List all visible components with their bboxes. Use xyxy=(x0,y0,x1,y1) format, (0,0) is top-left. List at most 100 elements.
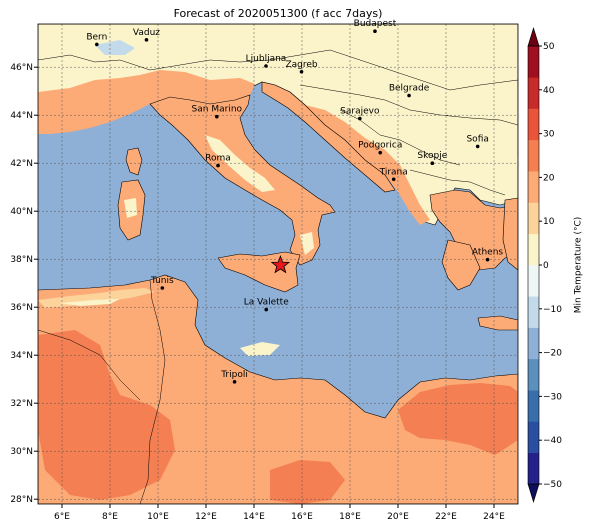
city-dot xyxy=(391,177,396,182)
city-dot xyxy=(475,144,480,149)
city-label: Podgorica xyxy=(358,141,402,151)
peloponnese-land xyxy=(441,239,481,291)
city-dot xyxy=(373,29,377,33)
lon-tick-label: 14°E xyxy=(243,512,265,522)
city-label: Tirana xyxy=(379,167,408,177)
colorbar-tick-label: 30 xyxy=(543,130,555,140)
city-dot xyxy=(378,150,383,155)
greece-warm-region xyxy=(429,189,518,271)
calabria-cool-patch xyxy=(300,232,314,255)
lat-tick-label: 40°N xyxy=(10,207,33,217)
colorbar-tick-label: 0 xyxy=(543,261,549,271)
city-dot xyxy=(232,380,237,384)
colorbar-segment xyxy=(528,327,539,360)
corsica-land xyxy=(125,147,143,176)
city-dot xyxy=(264,307,269,312)
colorbar-tick-label: −50 xyxy=(543,480,562,490)
city-dot xyxy=(407,93,411,98)
city-label: Tunis xyxy=(150,276,174,286)
sardinia-cool-patch xyxy=(124,198,137,218)
city-dot xyxy=(215,114,219,119)
colorbar-tick-label: −20 xyxy=(543,349,562,359)
colorbar: −50 −40 −30 −20 −10 0 10 20 30 40 50 xyxy=(527,26,562,504)
lon-tick-label: 16°E xyxy=(291,512,313,522)
city-dot xyxy=(144,38,149,42)
city-label: Sofia xyxy=(466,134,488,144)
lat-tick-label: 34°N xyxy=(10,351,33,361)
colorbar-segment xyxy=(528,452,539,485)
city-label: Vaduz xyxy=(133,28,160,38)
city-label: Zagreb xyxy=(285,60,317,70)
colorbar-segment xyxy=(528,171,539,203)
map-grid xyxy=(38,24,518,504)
city-dot xyxy=(160,286,165,290)
apennine-cool-patch xyxy=(205,135,275,192)
colorbar-segment xyxy=(528,421,539,454)
crete-land xyxy=(477,315,518,331)
lon-tick-label: 6°E xyxy=(54,512,70,522)
lon-tick-label: 12°E xyxy=(195,512,217,522)
colorbar-tick-label: −30 xyxy=(543,392,562,402)
lat-tick-label: 38°N xyxy=(10,255,33,265)
city-dot xyxy=(430,161,435,165)
colorbar-segment xyxy=(528,139,539,172)
colorbar-segment xyxy=(528,46,539,78)
africa-warm-region xyxy=(38,330,175,500)
city-label: Roma xyxy=(205,154,231,164)
colorbar-segment xyxy=(528,233,539,266)
colorbar-tick-label: 10 xyxy=(543,217,555,227)
lon-tick-label: 20°E xyxy=(387,512,409,522)
colorbar-tick-label: 20 xyxy=(543,173,555,183)
colorbar-segment xyxy=(528,77,539,109)
colorbar-tick-label: 50 xyxy=(543,42,555,52)
colorbar-tick-label: −10 xyxy=(543,305,562,315)
italy-land xyxy=(149,94,336,266)
bulgaria-cool-patch xyxy=(460,135,518,165)
po-valley-warm-band xyxy=(38,70,255,134)
city-dot xyxy=(299,69,304,74)
city-dot xyxy=(216,163,220,168)
colorbar-segment xyxy=(528,390,539,422)
city-dot xyxy=(485,257,490,262)
lon-tick-label: 24°E xyxy=(483,512,505,522)
adriatic-coast-land xyxy=(261,81,396,193)
city-dot xyxy=(264,64,268,68)
city-label: Athens xyxy=(472,248,503,258)
colorbar-extend-min xyxy=(527,483,540,504)
tunisian-coast-patch xyxy=(240,342,280,356)
lon-tick-label: 10°E xyxy=(147,512,169,522)
sahara-warm-patch xyxy=(270,460,345,504)
city-label: Belgrade xyxy=(389,84,430,94)
lat-tick-label: 42°N xyxy=(10,159,33,169)
colorbar-tick-label: −40 xyxy=(543,436,562,446)
city-label: Skopje xyxy=(417,151,447,161)
city-dot xyxy=(358,116,362,121)
atlas-cool-patch xyxy=(60,299,120,306)
city-label: Sarajevo xyxy=(340,107,380,117)
map-title: Forecast of 2020051300 (f acc 7days) xyxy=(173,7,383,20)
colorbar-segment xyxy=(528,202,539,235)
lon-tick-label: 18°E xyxy=(339,512,361,522)
star-marker xyxy=(270,255,291,274)
latitude-axis: 28°N 30°N 32°N 34°N 36°N 38°N 40°N 42°N 44°N 46°N xyxy=(10,63,38,505)
city-label: Bern xyxy=(86,32,107,42)
city-label: Budapest xyxy=(354,19,397,29)
city-dot xyxy=(95,42,99,47)
city-label: San Marino xyxy=(192,105,243,115)
map-frame xyxy=(37,23,519,505)
lat-tick-label: 32°N xyxy=(10,399,33,409)
libya-warm-region xyxy=(398,383,518,455)
lon-tick-label: 8°E xyxy=(102,512,118,522)
lon-tick-label: 22°E xyxy=(435,512,457,522)
colorbar-segment xyxy=(528,108,539,141)
city-label: Tripoli xyxy=(220,370,248,380)
colorbar-segment xyxy=(528,265,539,297)
city-label: Ljubljana xyxy=(246,54,287,64)
lat-tick-label: 30°N xyxy=(10,447,33,457)
colorbar-segment xyxy=(528,296,539,328)
lat-tick-label: 36°N xyxy=(10,303,33,313)
anatolia-land xyxy=(502,197,518,271)
colorbar-tick-label: 40 xyxy=(543,86,555,96)
